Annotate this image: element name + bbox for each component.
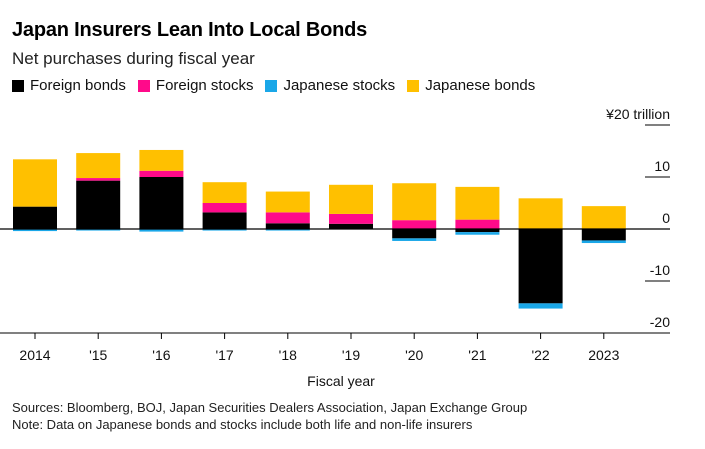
bar-segment-foreign-bonds [13, 206, 57, 229]
legend-swatch-foreign-stocks [137, 79, 150, 92]
x-axis-title: Fiscal year [307, 373, 375, 389]
bar-segment-japanese-bonds [455, 186, 500, 220]
bar-segment-foreign-bonds [581, 229, 626, 241]
legend-label-japanese-bonds: Japanese bonds [425, 77, 536, 94]
y-tick-label: 0 [662, 210, 670, 226]
x-tick-label: '20 [405, 347, 423, 363]
bar-segment-foreign-bonds [329, 223, 373, 229]
bar-segment-foreign-stocks [139, 170, 184, 177]
bar-segment-japanese-stocks [455, 232, 500, 235]
chart-title: Japan Insurers Lean Into Local Bonds [12, 19, 368, 41]
bar-segment-japanese-stocks [581, 240, 626, 244]
bar-segment-foreign-bonds [202, 212, 247, 229]
bar-segment-foreign-stocks [455, 219, 500, 229]
bar-segment-japanese-bonds [139, 149, 184, 171]
y-tick-label: 10 [654, 158, 670, 174]
legend-label-foreign-stocks: Foreign stocks [155, 77, 254, 94]
bar-segment-japanese-bonds [265, 191, 310, 213]
bar-segment-japanese-stocks [265, 229, 310, 231]
bar-segment-foreign-bonds [139, 177, 184, 229]
bar-segment-foreign-stocks [392, 220, 437, 229]
x-tick-label: 2023 [588, 347, 619, 363]
data-note: Note: Data on Japanese bonds and stocks … [12, 417, 473, 432]
bar-segment-japanese-stocks [202, 229, 247, 231]
bar-segment-foreign-stocks [76, 178, 121, 181]
legend-label-foreign-bonds: Foreign bonds [30, 77, 126, 94]
labels-layer: ¥20 trillion 10 0 -10 -20 2014 '15 '16 '17 '18 '19… [19, 106, 670, 389]
bar-segment-japanese-stocks [518, 303, 563, 309]
bar-segment-foreign-bonds [76, 180, 121, 229]
grid-layer [34, 124, 670, 339]
sources-note: Sources: Bloomberg, BOJ, Japan Securitie… [12, 400, 528, 415]
legend-swatch-japanese-bonds [407, 79, 420, 92]
bar-segment-foreign-stocks [265, 212, 310, 224]
x-tick-label: 2014 [19, 347, 50, 363]
bar-segment-japanese-stocks [139, 229, 184, 232]
bar-segment-japanese-bonds [13, 159, 57, 207]
bar-segment-foreign-bonds [392, 229, 437, 239]
legend-item-japanese-bonds: Japanese bonds [407, 77, 535, 94]
bar-segment-foreign-bonds [518, 229, 563, 304]
bar-segment-japanese-bonds [518, 198, 563, 229]
x-tick-label: '18 [279, 347, 297, 363]
legend-swatch-japanese-stocks [265, 79, 278, 92]
x-tick-label: '22 [531, 347, 549, 363]
x-tick-label: '15 [89, 347, 107, 363]
bars-layer [13, 149, 626, 309]
x-tick-label: '19 [342, 347, 360, 363]
zero-layer [0, 228, 670, 334]
legend-item-japanese-stocks: Japanese stocks [265, 77, 395, 94]
legend-label-japanese-stocks: Japanese stocks [283, 77, 396, 94]
chart-footer: Sources: Bloomberg, BOJ, Japan Securitie… [12, 399, 527, 433]
bar-segment-foreign-stocks [202, 203, 247, 213]
x-tick-label: '17 [215, 347, 233, 363]
bar-segment-japanese-bonds [329, 184, 373, 214]
bar-segment-japanese-stocks [392, 238, 437, 241]
legend-swatch-foreign-bonds [12, 79, 24, 92]
y-tick-label: -10 [650, 262, 670, 278]
legend-item-foreign-stocks: Foreign stocks [137, 77, 254, 94]
y-tick-label: ¥20 trillion [605, 106, 670, 122]
legend-item-foreign-bonds: Foreign bonds [12, 77, 126, 94]
bar-segment-foreign-bonds [265, 223, 310, 229]
x-tick-label: '21 [468, 347, 486, 363]
bar-segment-foreign-bonds [455, 229, 500, 233]
bar-segment-japanese-bonds [581, 206, 626, 229]
bar-segment-japanese-stocks [76, 229, 121, 231]
x-tick-label: '16 [152, 347, 170, 363]
bar-segment-japanese-bonds [202, 182, 247, 203]
bar-segment-japanese-stocks [13, 229, 57, 232]
chart-subtitle: Net purchases during fiscal year [12, 49, 255, 68]
chart-legend: Foreign bonds Foreign stocks Japanese st… [12, 77, 547, 94]
bar-segment-foreign-stocks [329, 213, 373, 224]
bar-segment-japanese-bonds [392, 183, 437, 221]
bar-segment-japanese-bonds [76, 153, 121, 179]
y-tick-label: -20 [650, 314, 670, 330]
